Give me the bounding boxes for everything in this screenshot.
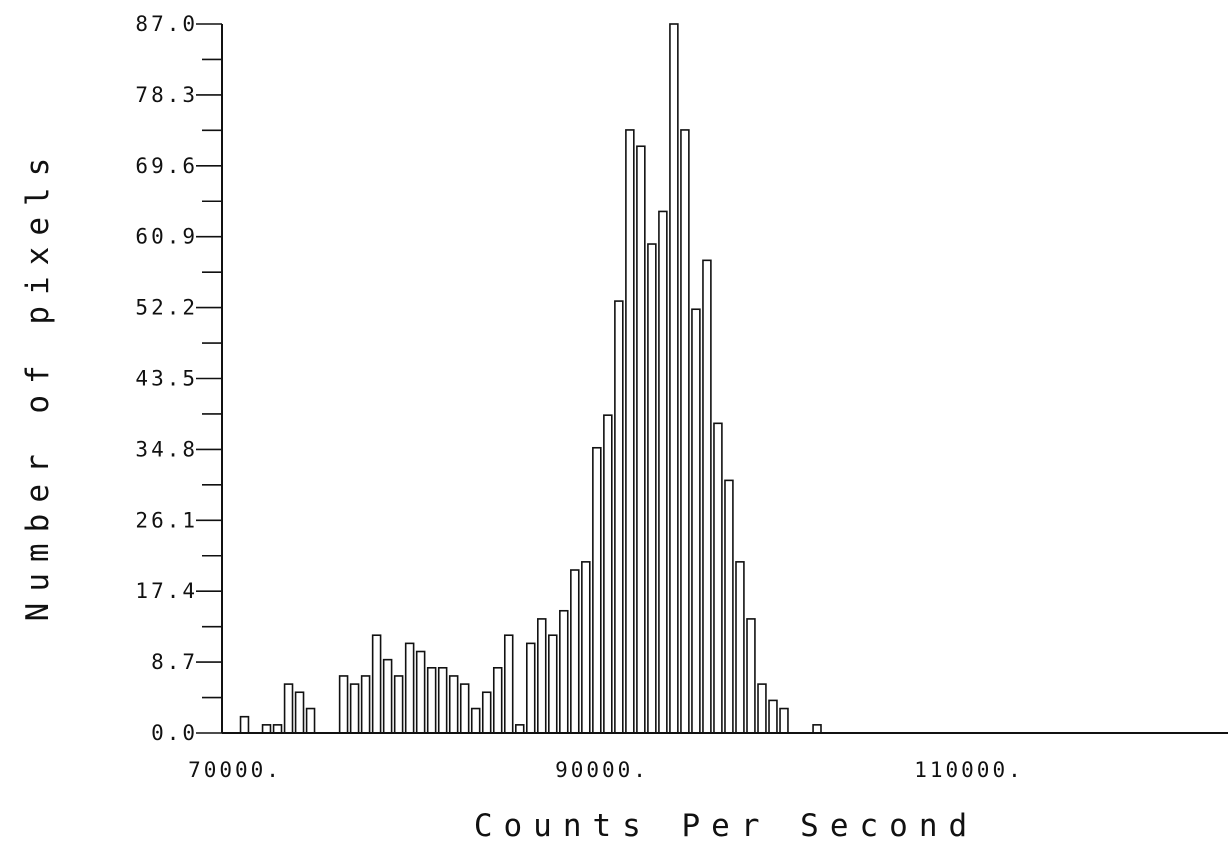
histogram-bar <box>713 422 723 734</box>
y-tick-label: 34.8 <box>135 437 198 461</box>
histogram-bar <box>537 618 547 734</box>
histogram-bar <box>779 707 789 734</box>
histogram-bar <box>481 691 492 734</box>
y-axis: 0.0 8.7 17.4 26.1 34.8 43.5 52.2 60.9 69.6 78.3 87… <box>135 12 223 745</box>
y-tick-label: 52.2 <box>135 296 198 320</box>
histogram-bar <box>625 129 635 734</box>
x-tick-label: 70000. <box>188 758 282 782</box>
histogram-bar <box>338 675 349 734</box>
x-axis: 70000. 90000. 110000. <box>188 732 1228 782</box>
y-tick-label: 87.0 <box>135 12 198 36</box>
histogram-bar <box>636 145 646 734</box>
histogram-bar <box>603 414 613 734</box>
y-tick-label: 43.5 <box>135 367 198 391</box>
histogram-bar <box>272 724 283 734</box>
y-tick-label: 60.9 <box>135 225 198 249</box>
histogram-bar <box>669 23 679 734</box>
histogram-bar <box>382 658 393 734</box>
histogram-bar <box>239 715 250 734</box>
histogram-bar <box>404 642 415 734</box>
y-tick-label: 17.4 <box>135 579 198 603</box>
histogram-bar <box>503 634 514 734</box>
histogram-bar <box>393 675 404 734</box>
histogram-bar <box>360 675 371 734</box>
y-tick-label: 8.7 <box>151 650 198 674</box>
histogram-bar <box>581 561 591 734</box>
histogram-bar <box>768 699 778 734</box>
histogram-bar <box>647 243 657 734</box>
histogram-bar <box>570 569 580 734</box>
y-tick-label: 0.0 <box>151 721 198 745</box>
y-tick-label: 78.3 <box>135 83 198 107</box>
histogram-bar <box>614 300 624 734</box>
histogram-bar <box>437 666 448 734</box>
histogram-bar <box>470 707 481 734</box>
histogram-bar <box>305 707 316 734</box>
x-axis-title: Counts Per Second <box>474 808 978 843</box>
bars-group <box>239 23 822 734</box>
histogram-bar <box>702 259 712 734</box>
x-tick-label: 110000. <box>914 758 1024 782</box>
histogram-bar <box>371 634 382 734</box>
histogram-bar <box>459 683 470 734</box>
histogram-bar <box>426 666 437 734</box>
histogram-bar <box>724 479 734 734</box>
histogram-bar <box>283 683 294 734</box>
histogram-bar <box>691 308 701 734</box>
y-tick-label: 69.6 <box>135 154 198 178</box>
histogram-bar <box>261 724 272 734</box>
histogram-bar <box>812 724 822 734</box>
histogram-bar <box>548 634 558 734</box>
histogram-bar <box>514 724 525 734</box>
histogram-bar <box>349 683 360 734</box>
histogram-bar <box>415 650 426 734</box>
histogram-bar <box>525 642 536 734</box>
histogram-bar <box>735 561 745 734</box>
histogram-bar <box>757 683 767 734</box>
y-axis-title: Number of pixels <box>20 147 56 622</box>
y-tick-label: 26.1 <box>135 508 198 532</box>
histogram-bar <box>448 675 459 734</box>
histogram-bar <box>559 609 569 734</box>
histogram-bar <box>680 129 690 734</box>
histogram-bar <box>492 666 503 734</box>
histogram-bar <box>294 691 305 734</box>
histogram-bar <box>592 446 602 734</box>
histogram-bar <box>746 618 756 734</box>
x-tick-label: 90000. <box>555 758 649 782</box>
histogram-bar <box>658 210 668 734</box>
